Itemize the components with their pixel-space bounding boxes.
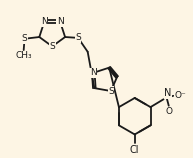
Text: Cl: Cl bbox=[130, 145, 140, 155]
Text: N: N bbox=[57, 17, 63, 26]
Text: N: N bbox=[90, 68, 97, 77]
Text: S: S bbox=[75, 33, 81, 42]
Text: S: S bbox=[108, 87, 114, 96]
Text: S: S bbox=[49, 42, 55, 51]
Text: N: N bbox=[41, 17, 48, 26]
Text: CH₃: CH₃ bbox=[15, 52, 32, 61]
Text: O: O bbox=[165, 107, 172, 116]
Text: O⁻: O⁻ bbox=[174, 91, 186, 100]
Text: S: S bbox=[22, 34, 27, 43]
Text: N: N bbox=[164, 88, 171, 98]
